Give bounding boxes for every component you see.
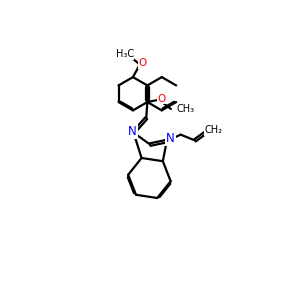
Text: H₃C: H₃C — [116, 49, 134, 59]
Text: O: O — [139, 58, 147, 68]
Text: N: N — [166, 132, 175, 145]
Text: CH₃: CH₃ — [176, 104, 194, 115]
Text: CH₂: CH₂ — [205, 125, 223, 136]
Text: N: N — [128, 125, 137, 138]
Text: O: O — [158, 94, 166, 103]
